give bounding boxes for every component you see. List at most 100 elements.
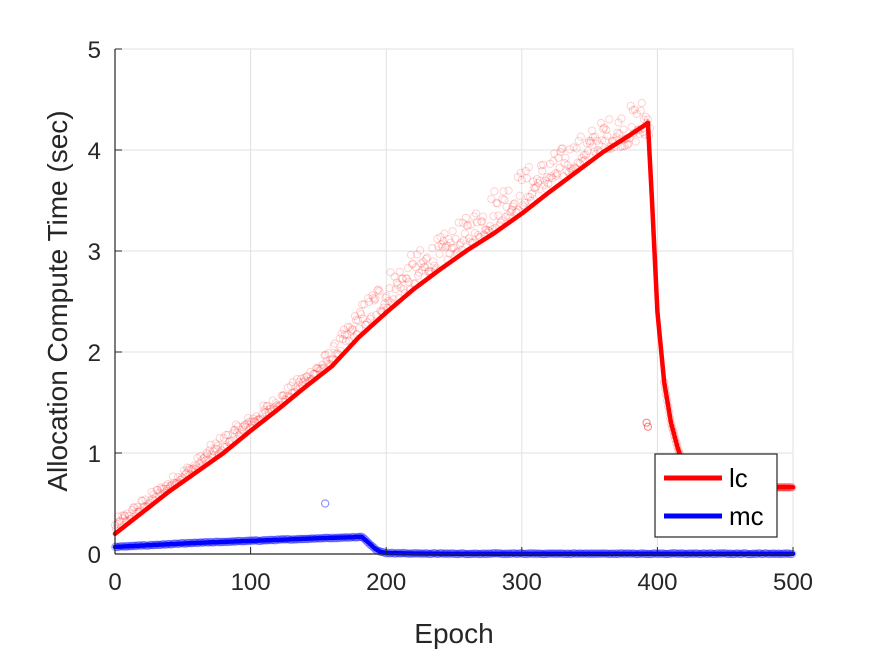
- scatter-point-lc: [617, 114, 626, 123]
- scatter-point-lc: [184, 466, 193, 475]
- scatter-point-lc: [390, 272, 399, 281]
- scatter-point-lc: [339, 325, 348, 334]
- x-tick-label: 200: [366, 569, 406, 596]
- scatter-point-lc: [411, 263, 421, 272]
- scatter-point-lc: [430, 261, 439, 270]
- scatter-point-lc: [641, 112, 650, 121]
- scatter-point-lc: [461, 213, 470, 222]
- scatter-point-lc: [441, 243, 450, 252]
- scatter-point-lc: [141, 495, 150, 504]
- scatter-point-lc: [376, 306, 385, 315]
- scatter-point-lc: [419, 257, 428, 266]
- scatter-point-lc: [550, 149, 559, 158]
- scatter-point-lc: [558, 144, 567, 153]
- scatter-point-lc: [125, 511, 134, 520]
- scatter-point-lc: [345, 323, 355, 332]
- scatter-point-lc: [445, 249, 454, 258]
- scatter-point-lc: [454, 218, 463, 227]
- scatter-point-lc: [351, 316, 361, 325]
- scatter-point-lc: [199, 454, 208, 463]
- scatter-point-lc: [371, 294, 380, 304]
- scatter-point-lc: [627, 123, 636, 132]
- scatter-point-lc: [343, 322, 352, 331]
- scatter-point-lc: [228, 429, 238, 438]
- scatter-point-lc: [185, 464, 194, 473]
- scatter-point-lc: [129, 503, 138, 512]
- scatter-point-lc: [510, 199, 519, 208]
- scatter-point-lc: [553, 169, 562, 178]
- scatter-point-lc: [586, 137, 596, 146]
- scatter-point-lc: [363, 318, 372, 327]
- scatter-point-lc: [121, 512, 130, 521]
- scatter-point-lc: [572, 144, 581, 153]
- scatter-point-lc: [585, 138, 595, 148]
- scatter-point-lc: [588, 133, 598, 142]
- tick-labels: 0 100 200 300 400 500 0 1 2 3 4 5: [88, 37, 813, 596]
- scatter-point-lc: [386, 268, 395, 277]
- grid: [114, 48, 794, 555]
- scatter-point-mc: [370, 543, 379, 552]
- scatter-point-lc: [312, 363, 321, 373]
- scatter-point-lc: [600, 123, 609, 132]
- scatter-point-lc: [493, 199, 502, 208]
- scatter-point-lc: [404, 277, 414, 287]
- scatter-point-lc: [515, 191, 524, 200]
- scatter-point-lc: [399, 285, 408, 294]
- scatter-point-lc: [242, 422, 251, 432]
- scatter-point-lc: [197, 456, 206, 465]
- scatter-point-lc: [250, 417, 259, 426]
- scatter-point-lc: [582, 138, 591, 148]
- scatter-point-lc: [537, 161, 546, 170]
- scatter-point-lc: [587, 126, 597, 135]
- scatter-point-lc: [303, 372, 312, 381]
- scatter-point-lc: [481, 225, 490, 234]
- scatter-point-lc: [613, 128, 622, 137]
- scatter-point-lc: [543, 172, 552, 182]
- scatter-point-lc: [261, 407, 270, 417]
- scatter-point-lc: [350, 311, 360, 321]
- x-axis-title: Epoch: [414, 618, 493, 649]
- scatter-point-lc: [358, 300, 367, 309]
- scatter-point-lc: [521, 166, 530, 176]
- scatter-point-lc: [632, 109, 641, 119]
- scatter-point-lc: [418, 266, 427, 275]
- scatter-point-lc: [277, 391, 286, 400]
- x-tick-label: 0: [108, 569, 121, 596]
- scatter-point-lc: [359, 314, 368, 323]
- legend-label-lc: lc: [729, 463, 748, 493]
- scatter-point-lc: [615, 129, 624, 138]
- scatter-point-lc: [499, 187, 508, 196]
- scatter-point-lc: [368, 291, 377, 300]
- scatter-point-lc: [187, 465, 196, 474]
- scatter-point-lc: [462, 221, 471, 230]
- scatter-point-lc: [637, 98, 646, 108]
- scatter-point-lc: [291, 382, 301, 392]
- y-axis-title: Allocation Compute Time (sec): [42, 110, 73, 491]
- scatter-point-lc: [414, 268, 424, 277]
- scatter-point-lc: [408, 259, 418, 268]
- scatter-point-lc: [244, 413, 253, 423]
- scatter-point-lc: [597, 118, 606, 128]
- y-tick-label: 1: [88, 441, 101, 468]
- scatter-point-lc: [346, 327, 356, 336]
- scatter-point-lc: [447, 243, 456, 253]
- scatter-point-lc: [180, 466, 189, 475]
- scatter-point-lc: [490, 187, 499, 196]
- scatter-point-lc: [555, 163, 564, 172]
- scatter-point-lc: [446, 238, 455, 247]
- scatter-point-lc: [252, 412, 261, 421]
- scatter-point-lc: [215, 433, 224, 443]
- scatter-point-lc: [530, 184, 540, 193]
- outlier-point-lc: [642, 418, 651, 427]
- scatter-point-lc: [268, 396, 277, 405]
- scatter-point-lc: [354, 324, 364, 333]
- scatter-point-lc: [501, 212, 510, 222]
- scatter-point-lc: [384, 296, 393, 306]
- scatter-point-lc: [556, 147, 565, 157]
- axes: [114, 48, 794, 555]
- scatter-point-lc: [168, 472, 178, 481]
- scatter-point-lc: [489, 212, 498, 221]
- scatter-point-lc: [590, 132, 600, 141]
- scatter-point-lc: [626, 101, 635, 110]
- scatter-point-lc: [479, 212, 488, 221]
